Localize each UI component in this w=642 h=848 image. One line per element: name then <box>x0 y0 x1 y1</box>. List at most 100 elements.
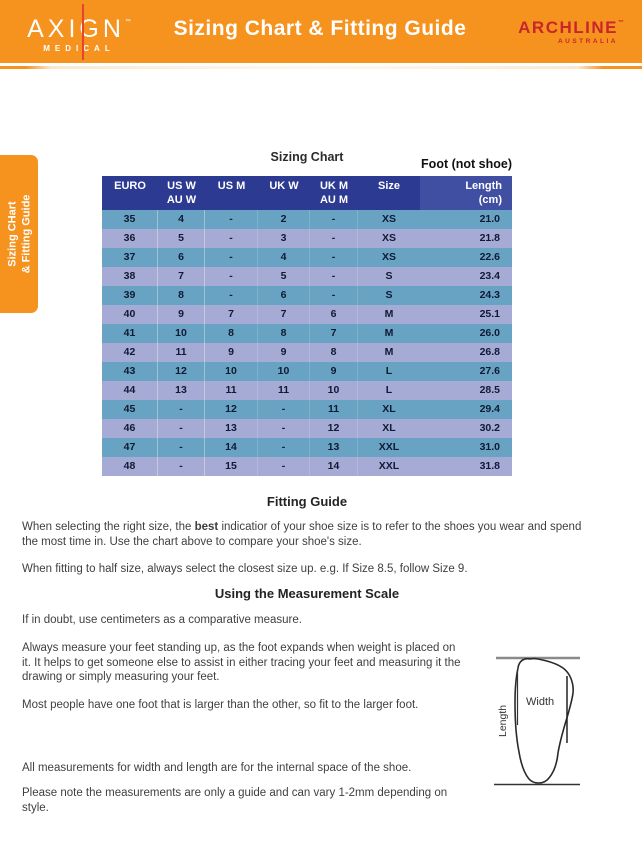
table-cell: 9 <box>205 343 258 362</box>
table-cell: 38 <box>102 267 158 286</box>
table-cell: 3 <box>258 229 310 248</box>
paragraph-if-in-doubt: If in doubt, use centimeters as a compar… <box>22 614 302 626</box>
table-cell: 25.1 <box>479 308 500 320</box>
axign-logo-name: AXIGN™ <box>24 9 134 42</box>
table-cell: - <box>205 210 258 229</box>
paragraph-text: When selecting the right size, the <box>22 521 195 533</box>
table-cell: - <box>310 286 358 305</box>
measurement-scale-title: Using the Measurement Scale <box>214 586 400 601</box>
table-cell: 45 <box>102 400 158 419</box>
table-cell: 36 <box>102 229 158 248</box>
table-cell: 8 <box>258 324 310 343</box>
table-cell: 26.8 <box>479 346 500 358</box>
table-cell: - <box>158 438 205 457</box>
table-cell: 11 <box>310 400 358 419</box>
table-cell: - <box>258 438 310 457</box>
table-cell: - <box>258 400 310 419</box>
table-cell: S <box>385 289 393 301</box>
table-cell: - <box>310 229 358 248</box>
table-cell: 15 <box>205 457 258 476</box>
archline-name-text: ARCHLINE <box>518 18 618 37</box>
table-header-cell: US M <box>217 180 246 192</box>
table-cell: 13 <box>205 419 258 438</box>
paragraph-all-measurements: All measurements for width and length ar… <box>22 762 412 774</box>
table-cell: 7 <box>205 305 258 324</box>
table-cell: 7 <box>258 305 310 324</box>
table-cell: 5 <box>158 229 205 248</box>
axign-logo-red-line <box>82 4 84 60</box>
sizing-table: EURO US W AU W US M UK W UK M AU M Size Length (c… <box>102 176 512 476</box>
table-cell: 6 <box>158 248 205 267</box>
table-cell: 7 <box>310 324 358 343</box>
sizing-chart-title: Sizing Chart <box>270 150 344 164</box>
side-tab-label-line1: Sizing CHart <box>6 201 19 267</box>
paragraph-text: indicatior of your shoe size is to refer… <box>22 521 582 548</box>
paragraph-bold-text: best <box>194 521 219 533</box>
table-cell: 9 <box>258 343 310 362</box>
table-cell: XXL <box>378 441 400 453</box>
axign-tm-mark: ™ <box>124 19 131 25</box>
foot-outline <box>514 657 574 784</box>
table-cell: 13 <box>158 381 205 400</box>
table-cell: 24.3 <box>479 289 500 301</box>
table-cell: 8 <box>205 324 258 343</box>
table-row: 45-12-11 XL 29.4 <box>102 400 512 419</box>
paragraph-half-size: When fitting to half size, always select… <box>22 563 468 575</box>
sizing-table-header: EURO US W AU W US M UK W UK M AU M Size Length (c… <box>102 176 512 210</box>
archline-logo-subtitle: AUSTRALIA <box>557 38 618 45</box>
paragraph-selecting-size: When selecting the right size, the best … <box>22 520 597 549</box>
axign-logo: AXIGN™ MEDICAL <box>24 9 134 53</box>
table-cell: 6 <box>258 286 310 305</box>
table-header-cell: UK W <box>269 180 299 192</box>
table-header-cell: Length (cm) <box>420 176 512 210</box>
table-cell: 12 <box>205 400 258 419</box>
foot-not-shoe-label: Foot (not shoe) <box>421 157 512 171</box>
table-cell: XS <box>381 232 396 244</box>
table-row: 44 13 11 11 10 L 28.5 <box>102 381 512 400</box>
table-row: 43 12 10 10 9 L 27.6 <box>102 362 512 381</box>
table-cell: 31.0 <box>479 441 500 453</box>
table-cell: XXL <box>378 460 400 472</box>
table-cell: 4 <box>258 248 310 267</box>
table-row: 39 8-6- S 24.3 <box>102 286 512 305</box>
width-label: Width <box>526 696 554 708</box>
table-cell: 28.5 <box>479 384 500 396</box>
table-cell: 8 <box>310 343 358 362</box>
table-cell: S <box>385 270 393 282</box>
table-cell: 26.0 <box>479 327 500 339</box>
table-cell: 10 <box>158 324 205 343</box>
table-cell: M <box>384 308 394 320</box>
table-cell: 10 <box>205 362 258 381</box>
table-row: 48-15-14 XXL 31.8 <box>102 457 512 476</box>
table-cell: - <box>205 229 258 248</box>
table-cell: 43 <box>102 362 158 381</box>
table-cell: 47 <box>102 438 158 457</box>
table-row: 38 7-5- S 23.4 <box>102 267 512 286</box>
table-cell: M <box>384 327 394 339</box>
table-cell: 48 <box>102 457 158 476</box>
table-cell: - <box>158 400 205 419</box>
table-cell: 14 <box>310 457 358 476</box>
table-cell: 14 <box>205 438 258 457</box>
table-cell: 5 <box>258 267 310 286</box>
table-cell: 13 <box>310 438 358 457</box>
side-tab-label-line2: & Fitting Guide <box>20 194 33 274</box>
table-cell: 37 <box>102 248 158 267</box>
side-tab-sizing-chart: Sizing CHart & Fitting Guide <box>0 155 38 313</box>
axign-logo-subtitle: MEDICAL <box>43 44 115 53</box>
table-cell: 29.4 <box>479 403 500 415</box>
table-cell: L <box>385 384 393 396</box>
table-cell: 39 <box>102 286 158 305</box>
table-cell: 9 <box>310 362 358 381</box>
table-cell: - <box>205 267 258 286</box>
table-cell: 12 <box>310 419 358 438</box>
axign-wordmark: AXIGN <box>27 15 125 43</box>
table-row: 35 4-2- XS 21.0 <box>102 210 512 229</box>
table-cell: M <box>384 346 394 358</box>
table-cell: 4 <box>158 210 205 229</box>
table-row: 42 11 9 9 8 M 26.8 <box>102 343 512 362</box>
table-row: 36 5-3- XS 21.8 <box>102 229 512 248</box>
table-cell: 10 <box>258 362 310 381</box>
table-row: 47-14-13 XXL 31.0 <box>102 438 512 457</box>
table-cell: 46 <box>102 419 158 438</box>
